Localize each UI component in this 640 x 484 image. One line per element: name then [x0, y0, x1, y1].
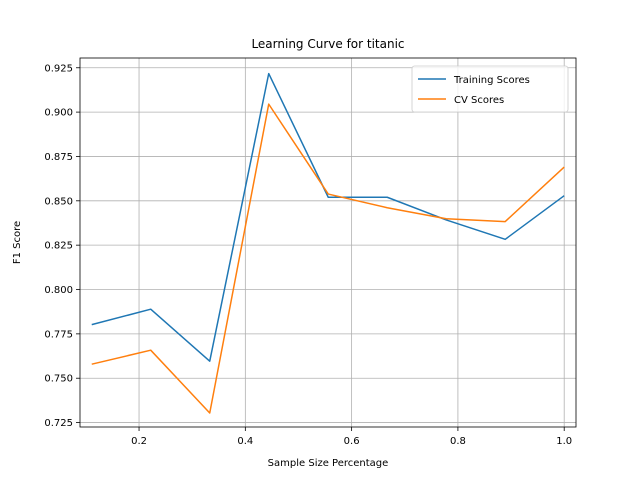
- chart-title: Learning Curve for titanic: [251, 37, 404, 51]
- x-tick-label: 0.4: [237, 436, 253, 447]
- y-tick-label: 0.825: [44, 241, 73, 252]
- legend-label: CV Scores: [454, 95, 504, 106]
- y-tick-label: 0.725: [44, 418, 73, 429]
- chart-legend: Training Scores CV Scores: [412, 66, 568, 112]
- y-tick-label: 0.800: [44, 285, 73, 296]
- x-tick-label: 0.6: [344, 436, 360, 447]
- y-tick-label: 0.925: [44, 63, 73, 74]
- y-tick-label: 0.900: [44, 108, 73, 119]
- y-tick-label: 0.750: [44, 374, 73, 385]
- y-axis-label: F1 Score: [12, 221, 23, 264]
- x-tick-label: 0.2: [131, 436, 147, 447]
- x-tick-label: 1.0: [556, 436, 572, 447]
- x-tick-label: 0.8: [450, 436, 466, 447]
- legend-label: Training Scores: [453, 75, 530, 86]
- y-tick-label: 0.875: [44, 152, 73, 163]
- y-tick-label: 0.775: [44, 329, 73, 340]
- x-axis-label: Sample Size Percentage: [268, 458, 389, 469]
- y-tick-label: 0.850: [44, 196, 73, 207]
